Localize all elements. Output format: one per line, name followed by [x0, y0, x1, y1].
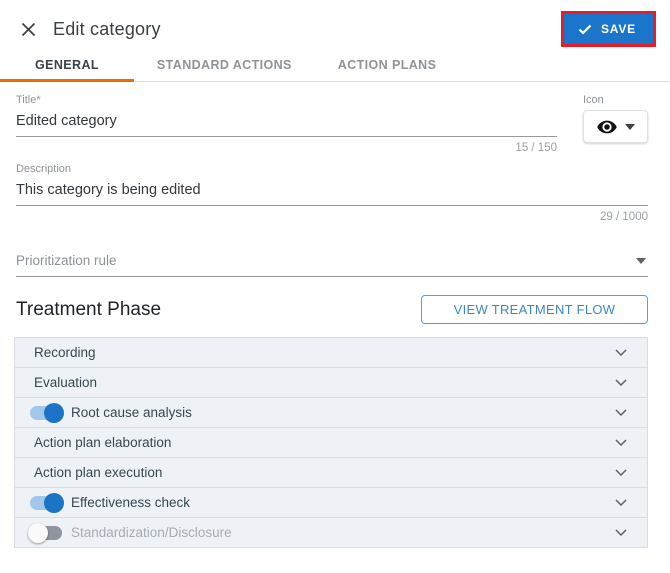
tab-standard-actions[interactable]: STANDARD ACTIONS: [134, 48, 315, 81]
treatment-phase-header: Treatment Phase VIEW TREATMENT FLOW: [16, 295, 648, 324]
phase-label: Effectiveness check: [71, 495, 191, 510]
header: Edit category SAVE: [0, 0, 670, 48]
description-field-label: Description: [16, 163, 72, 175]
caret-down-icon: [625, 123, 635, 130]
phase-toggle-on[interactable]: [28, 402, 64, 423]
phase-toggle-on[interactable]: [28, 492, 64, 513]
phase-label: Recording: [34, 345, 96, 360]
icon-picker-label: Icon: [583, 94, 604, 106]
phase-row-action-plan-elaboration[interactable]: Action plan elaboration: [14, 427, 648, 458]
prioritization-rule-placeholder: Prioritization rule: [16, 253, 117, 268]
chevron-down-icon[interactable]: [615, 409, 627, 416]
treatment-phase-list: Recording Evaluation Root cause analysis…: [14, 337, 648, 548]
icon-picker-group: Icon: [583, 94, 648, 154]
phase-row-recording[interactable]: Recording: [14, 337, 648, 368]
view-treatment-flow-button[interactable]: VIEW TREATMENT FLOW: [421, 295, 648, 324]
phase-label: Action plan elaboration: [34, 435, 172, 450]
save-button[interactable]: SAVE: [564, 14, 653, 44]
check-icon: [578, 24, 592, 35]
treatment-phase-title: Treatment Phase: [16, 298, 162, 320]
title-field-label: Title*: [16, 94, 41, 106]
form-content: Title* Edited category 15 / 150 Icon Des…: [0, 82, 670, 324]
chevron-down-icon[interactable]: [615, 469, 627, 476]
phase-label: Standardization/Disclosure: [71, 525, 232, 540]
phase-label: Evaluation: [34, 375, 98, 390]
tab-standard-actions-label: STANDARD ACTIONS: [156, 57, 292, 72]
toggle-thumb: [44, 492, 64, 513]
toggle-thumb: [44, 402, 64, 423]
tab-action-plans-label: ACTION PLANS: [337, 57, 437, 72]
phase-row-evaluation[interactable]: Evaluation: [14, 367, 648, 398]
save-button-highlight: SAVE: [561, 11, 656, 47]
page-title: Edit category: [53, 18, 161, 39]
close-icon[interactable]: [17, 18, 39, 40]
dropdown-arrow-icon: [636, 257, 646, 264]
chevron-down-icon[interactable]: [615, 379, 627, 386]
phase-row-effectiveness-check[interactable]: Effectiveness check: [14, 487, 648, 518]
toggle-thumb: [28, 522, 48, 543]
phase-row-action-plan-execution[interactable]: Action plan execution: [14, 457, 648, 488]
phase-label: Root cause analysis: [71, 405, 192, 420]
description-char-counter: 29 / 1000: [600, 211, 648, 223]
save-button-label: SAVE: [601, 22, 636, 36]
chevron-down-icon[interactable]: [615, 499, 627, 506]
title-char-counter: 15 / 150: [515, 142, 557, 154]
eye-icon: [596, 119, 618, 135]
tab-general[interactable]: GENERAL: [0, 48, 134, 82]
tab-bar: GENERAL STANDARD ACTIONS ACTION PLANS: [0, 48, 670, 82]
phase-row-root-cause-analysis[interactable]: Root cause analysis: [14, 397, 648, 428]
phase-label: Action plan execution: [34, 465, 163, 480]
tab-general-label: GENERAL: [35, 57, 99, 72]
phase-toggle-off[interactable]: [28, 522, 64, 543]
chevron-down-icon[interactable]: [615, 349, 627, 356]
description-field-group: Description This category is being edite…: [16, 163, 648, 223]
phase-row-standardization-disclosure[interactable]: Standardization/Disclosure: [14, 517, 648, 548]
prioritization-rule-select[interactable]: Prioritization rule: [16, 249, 648, 277]
title-input[interactable]: Edited category: [16, 110, 557, 137]
prioritization-rule-group: Prioritization rule: [16, 249, 648, 277]
icon-picker-button[interactable]: [583, 110, 648, 143]
description-input[interactable]: This category is being edited: [16, 179, 648, 206]
title-field-group: Title* Edited category 15 / 150: [16, 94, 557, 154]
chevron-down-icon[interactable]: [615, 529, 627, 536]
chevron-down-icon[interactable]: [615, 439, 627, 446]
tab-action-plans[interactable]: ACTION PLANS: [315, 48, 460, 81]
